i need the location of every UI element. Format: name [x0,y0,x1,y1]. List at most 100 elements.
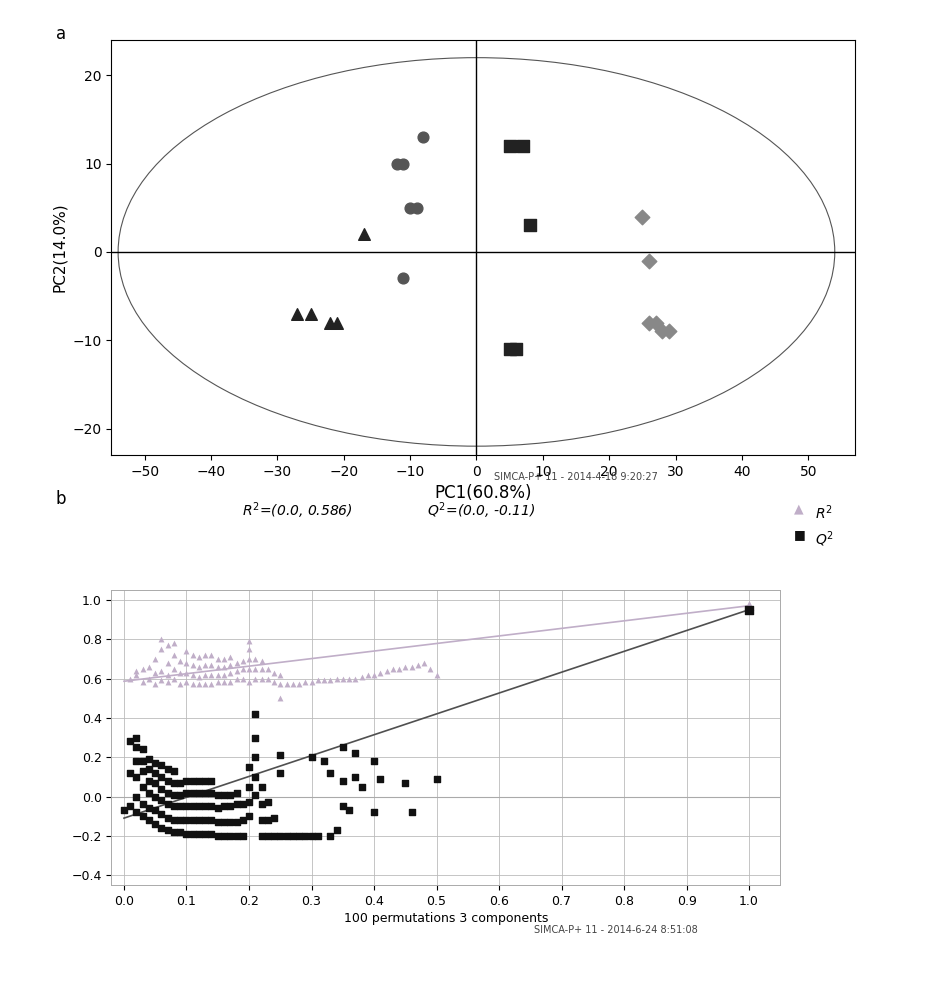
X-axis label: 100 permutations 3 components: 100 permutations 3 components [343,912,548,925]
Point [522,217,536,233]
Point [129,804,144,820]
Point [191,649,206,665]
Point [303,828,318,844]
Point [223,787,238,803]
Point [141,812,156,828]
Point [515,138,530,154]
Point [235,828,250,844]
Point [129,667,144,683]
Point [229,796,244,812]
Point [241,641,256,657]
Point [141,751,156,767]
Point [260,828,275,844]
Point [210,787,225,803]
Point [273,747,288,763]
Point [223,798,238,814]
Point [166,661,181,677]
Point [141,659,156,675]
Point [216,674,231,690]
Point [179,655,194,671]
Point [216,798,231,814]
Text: SIMCA-P+ 11 - 2014-4-18 9:20:27: SIMCA-P+ 11 - 2014-4-18 9:20:27 [494,472,657,482]
Point [122,765,137,781]
Point [185,676,200,692]
Point [179,785,194,801]
Point [210,814,225,830]
Point [191,773,206,789]
Point [661,323,676,339]
Text: $R^2$: $R^2$ [814,503,831,522]
Point [148,755,162,771]
Point [367,804,381,820]
Point [216,787,231,803]
Point [161,674,175,690]
Point [141,670,156,686]
Point [216,667,231,683]
Text: $R^2$=(0.0, 0.586): $R^2$=(0.0, 0.586) [241,500,352,521]
Point [166,635,181,651]
Point [355,226,370,242]
Point [367,667,381,683]
Point [316,672,331,688]
Point [173,775,187,791]
Point [185,667,200,683]
Point [397,775,412,791]
Point [161,822,175,838]
Point [204,676,219,692]
Point [122,733,137,749]
Point [298,828,313,844]
Point [409,200,424,216]
Point [316,753,331,769]
Point [141,785,156,801]
Text: $Q^2$=(0.0, -0.11): $Q^2$=(0.0, -0.11) [427,500,535,521]
Point [216,651,231,667]
Point [241,779,256,795]
Point [429,771,444,787]
Point [179,643,194,659]
Point [185,785,200,801]
Point [166,763,181,779]
Point [422,661,437,677]
Point [248,787,263,803]
Point [241,651,256,667]
Point [241,661,256,677]
Point [166,787,181,803]
Point [741,598,755,614]
Point [266,810,281,826]
Point [185,798,200,814]
Point [335,670,350,686]
Point [185,773,200,789]
Point [154,820,169,836]
Point [198,647,213,663]
Point [273,676,288,692]
Point [185,812,200,828]
Point [135,763,150,779]
Point [654,323,669,339]
Point [248,706,263,722]
Point [204,812,219,828]
Point [354,779,368,795]
Point [404,659,419,675]
Point [241,674,256,690]
Point [429,667,444,683]
Point [204,785,219,801]
Point [303,749,318,765]
Point [129,730,144,746]
Point [241,808,256,824]
Point [248,670,263,686]
Point [185,826,200,842]
Point [323,765,338,781]
Point [273,828,288,844]
Point [291,828,306,844]
Point [141,800,156,816]
Point [260,794,275,810]
Point [198,676,213,692]
Text: SIMCA-P+ 11 - 2014-6-24 8:51:08: SIMCA-P+ 11 - 2014-6-24 8:51:08 [534,925,697,935]
Point [402,200,417,216]
Point [241,633,256,649]
Point [223,649,238,665]
Text: b: b [56,490,66,508]
Point [241,759,256,775]
Point [253,779,268,795]
Point [161,667,175,683]
